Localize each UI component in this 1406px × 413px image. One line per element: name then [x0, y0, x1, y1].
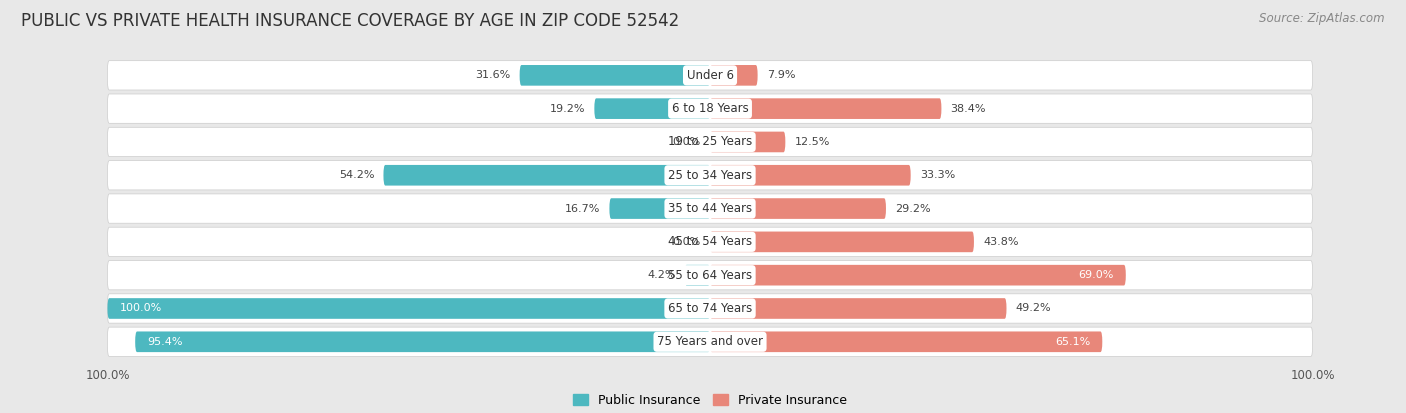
Text: 35 to 44 Years: 35 to 44 Years [668, 202, 752, 215]
Text: 54.2%: 54.2% [339, 170, 374, 180]
Text: 25 to 34 Years: 25 to 34 Years [668, 169, 752, 182]
Text: 33.3%: 33.3% [920, 170, 955, 180]
Text: 100.0%: 100.0% [120, 304, 162, 313]
Text: 6 to 18 Years: 6 to 18 Years [672, 102, 748, 115]
Text: Source: ZipAtlas.com: Source: ZipAtlas.com [1260, 12, 1385, 25]
FancyBboxPatch shape [595, 98, 710, 119]
FancyBboxPatch shape [710, 332, 1102, 352]
Text: Under 6: Under 6 [686, 69, 734, 82]
FancyBboxPatch shape [710, 198, 886, 219]
Text: 19.2%: 19.2% [550, 104, 585, 114]
Text: 16.7%: 16.7% [565, 204, 600, 214]
Text: 38.4%: 38.4% [950, 104, 986, 114]
Text: 95.4%: 95.4% [148, 337, 183, 347]
Text: 31.6%: 31.6% [475, 70, 510, 81]
Text: 75 Years and over: 75 Years and over [657, 335, 763, 348]
FancyBboxPatch shape [107, 227, 1313, 256]
Text: 19 to 25 Years: 19 to 25 Years [668, 135, 752, 148]
Text: 4.2%: 4.2% [647, 270, 676, 280]
FancyBboxPatch shape [710, 132, 786, 152]
Text: 55 to 64 Years: 55 to 64 Years [668, 269, 752, 282]
FancyBboxPatch shape [609, 198, 710, 219]
FancyBboxPatch shape [384, 165, 710, 185]
Text: PUBLIC VS PRIVATE HEALTH INSURANCE COVERAGE BY AGE IN ZIP CODE 52542: PUBLIC VS PRIVATE HEALTH INSURANCE COVER… [21, 12, 679, 31]
Text: 29.2%: 29.2% [896, 204, 931, 214]
Text: 65 to 74 Years: 65 to 74 Years [668, 302, 752, 315]
FancyBboxPatch shape [710, 98, 942, 119]
Text: 7.9%: 7.9% [766, 70, 796, 81]
Legend: Public Insurance, Private Insurance: Public Insurance, Private Insurance [574, 394, 846, 407]
FancyBboxPatch shape [520, 65, 710, 85]
FancyBboxPatch shape [107, 261, 1313, 290]
FancyBboxPatch shape [135, 332, 710, 352]
Text: 12.5%: 12.5% [794, 137, 830, 147]
FancyBboxPatch shape [710, 265, 1126, 285]
FancyBboxPatch shape [107, 61, 1313, 90]
FancyBboxPatch shape [710, 298, 1007, 319]
Text: 49.2%: 49.2% [1015, 304, 1052, 313]
FancyBboxPatch shape [710, 65, 758, 85]
FancyBboxPatch shape [107, 327, 1313, 356]
FancyBboxPatch shape [685, 265, 710, 285]
Text: 65.1%: 65.1% [1054, 337, 1090, 347]
Text: 0.0%: 0.0% [672, 137, 702, 147]
Text: 43.8%: 43.8% [983, 237, 1018, 247]
Text: 45 to 54 Years: 45 to 54 Years [668, 235, 752, 248]
FancyBboxPatch shape [107, 294, 1313, 323]
FancyBboxPatch shape [710, 232, 974, 252]
FancyBboxPatch shape [710, 165, 911, 185]
FancyBboxPatch shape [107, 161, 1313, 190]
Text: 0.0%: 0.0% [672, 237, 702, 247]
FancyBboxPatch shape [107, 127, 1313, 157]
FancyBboxPatch shape [107, 194, 1313, 223]
Text: 69.0%: 69.0% [1078, 270, 1114, 280]
FancyBboxPatch shape [107, 298, 710, 319]
FancyBboxPatch shape [107, 94, 1313, 123]
